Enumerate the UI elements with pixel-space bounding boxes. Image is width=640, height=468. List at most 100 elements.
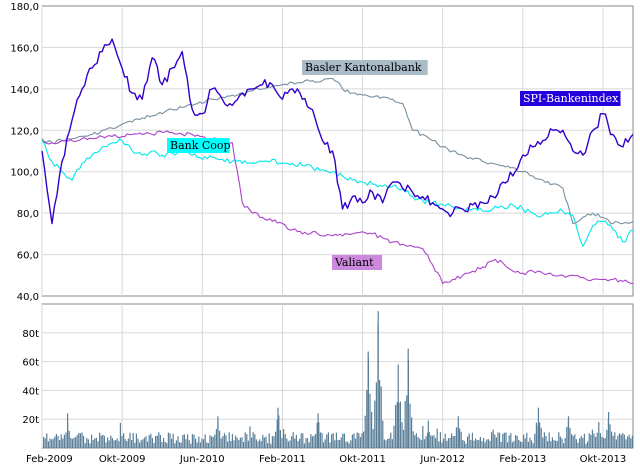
volume-bar (163, 437, 165, 448)
volume-bar (358, 433, 360, 448)
volume-bar (337, 439, 339, 448)
volume-bar (614, 432, 616, 448)
volume-bar (526, 432, 528, 448)
volume-bar (329, 442, 331, 448)
volume-bar (375, 382, 377, 448)
volume-bar (519, 441, 521, 448)
volume-bar (503, 432, 505, 448)
volume-bar (462, 440, 464, 448)
volume-bar (108, 440, 110, 448)
volume-bar (395, 405, 397, 448)
volume-bar (230, 441, 232, 448)
price-y-tick-label: 120,0 (10, 126, 39, 137)
volume-bar (484, 442, 486, 448)
volume-bar (243, 442, 245, 448)
volume-bar (372, 429, 374, 448)
volume-bar (468, 433, 470, 448)
volume-bar (473, 440, 475, 448)
volume-bar (142, 439, 144, 448)
volume-plot-frame (41, 303, 634, 449)
volume-bar (588, 433, 590, 448)
volume-bar (263, 437, 265, 448)
volume-bar (145, 436, 147, 448)
volume-bar (371, 411, 373, 448)
volume-bar (476, 440, 478, 448)
volume-bar (550, 441, 552, 448)
x-tick-label: Okt-2009 (99, 454, 146, 465)
volume-bar (598, 422, 600, 448)
volume-bar (471, 432, 473, 448)
volume-bar (236, 437, 238, 448)
volume-bar (377, 311, 379, 448)
volume-bar (135, 433, 137, 448)
volume-bar (47, 441, 49, 448)
volume-bar (321, 432, 323, 448)
volume-bar (529, 437, 531, 448)
volume-bar (68, 430, 70, 448)
volume-bar (164, 441, 166, 448)
x-tick-label: Okt-2011 (339, 454, 386, 465)
volume-bar (631, 435, 633, 448)
volume-bar (113, 440, 115, 448)
volume-bar (423, 439, 425, 448)
volume-bar (156, 435, 158, 448)
volume-bar (219, 430, 221, 448)
volume-bar (531, 440, 533, 448)
volume-bar (591, 429, 593, 448)
volume-bar (518, 439, 520, 448)
volume-bar (583, 433, 585, 448)
volume-bar (435, 438, 437, 448)
volume-bar (515, 435, 517, 448)
volume-bar (307, 438, 309, 448)
volume-bar (366, 390, 368, 448)
volume-bar (268, 433, 270, 448)
volume-bar (51, 439, 53, 448)
series-line (41, 138, 634, 247)
volume-bar (187, 434, 189, 448)
volume-bar (177, 436, 179, 448)
series-label-box (520, 91, 621, 106)
volume-bar (241, 437, 243, 448)
volume-bar (84, 443, 86, 448)
volume-bar (118, 441, 120, 448)
volume-bar (521, 442, 523, 448)
volume-bar (225, 435, 227, 448)
volume-bar (271, 436, 273, 448)
volume-bar (302, 433, 304, 448)
volume-bar (107, 437, 109, 448)
volume-bar (52, 438, 54, 448)
volume-bar (287, 441, 289, 448)
volume-bar (172, 433, 174, 448)
volume-bar (182, 435, 184, 448)
volume-y-tick-label: 20t (22, 415, 39, 426)
volume-bar (489, 440, 491, 448)
volume-bar (233, 440, 235, 448)
volume-y-axis: 20t 40t 60t 80t (22, 329, 39, 426)
volume-bar (511, 442, 513, 448)
volume-bar (447, 438, 449, 448)
volume-bar (54, 436, 56, 448)
volume-bar (542, 437, 544, 448)
volume-bar (244, 432, 246, 448)
volume-bar (563, 443, 565, 448)
volume-bar (391, 439, 393, 448)
volume-bar (278, 415, 280, 448)
volume-bar (457, 416, 459, 448)
volume-bar (310, 434, 312, 448)
volume-bar (190, 443, 192, 448)
volume-bar (628, 434, 630, 448)
volume-bar (73, 437, 75, 448)
volume-bar (169, 433, 171, 448)
volume-bar (65, 432, 67, 448)
volume-bar (500, 442, 502, 448)
volume-bar (326, 434, 328, 448)
volume-bar (140, 440, 142, 448)
volume-bar (342, 433, 344, 448)
price-y-tick-label: 180,0 (10, 2, 39, 13)
volume-bar (611, 431, 613, 448)
volume-bar (75, 437, 77, 448)
price-y-tick-label: 80,0 (17, 209, 39, 220)
volume-bar (604, 438, 606, 448)
volume-bar (228, 432, 230, 448)
volume-bar (143, 437, 145, 448)
